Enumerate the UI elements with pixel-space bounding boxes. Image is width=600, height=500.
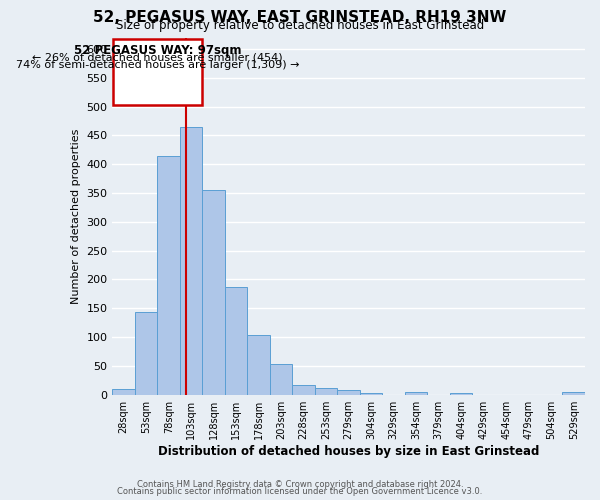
Text: 52 PEGASUS WAY: 97sqm: 52 PEGASUS WAY: 97sqm [74,44,241,58]
Text: Contains HM Land Registry data © Crown copyright and database right 2024.: Contains HM Land Registry data © Crown c… [137,480,463,489]
Bar [247,335,270,394]
Text: ← 26% of detached houses are smaller (454): ← 26% of detached houses are smaller (45… [32,52,283,62]
Bar [270,364,292,394]
Bar [450,393,472,394]
Y-axis label: Number of detached properties: Number of detached properties [71,128,81,304]
Bar [562,392,585,394]
Bar [360,393,382,394]
FancyBboxPatch shape [113,39,202,105]
Bar [337,390,360,394]
Text: Size of property relative to detached houses in East Grinstead: Size of property relative to detached ho… [116,19,484,32]
Bar [112,389,135,394]
Text: 74% of semi-detached houses are larger (1,309) →: 74% of semi-detached houses are larger (… [16,60,299,70]
X-axis label: Distribution of detached houses by size in East Grinstead: Distribution of detached houses by size … [158,444,539,458]
Bar [135,312,157,394]
Bar [225,287,247,395]
Bar [315,388,337,394]
Text: 52, PEGASUS WAY, EAST GRINSTEAD, RH19 3NW: 52, PEGASUS WAY, EAST GRINSTEAD, RH19 3N… [94,10,506,25]
Text: Contains public sector information licensed under the Open Government Licence v3: Contains public sector information licen… [118,487,482,496]
Bar [405,392,427,394]
Bar [292,386,315,394]
Bar [202,190,225,394]
Bar [180,127,202,394]
Bar [157,156,180,394]
